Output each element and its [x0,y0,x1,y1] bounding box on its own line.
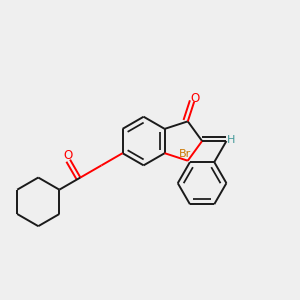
Text: H: H [227,135,236,146]
Text: O: O [63,149,73,162]
Text: O: O [191,92,200,104]
Text: Br: Br [179,149,192,159]
